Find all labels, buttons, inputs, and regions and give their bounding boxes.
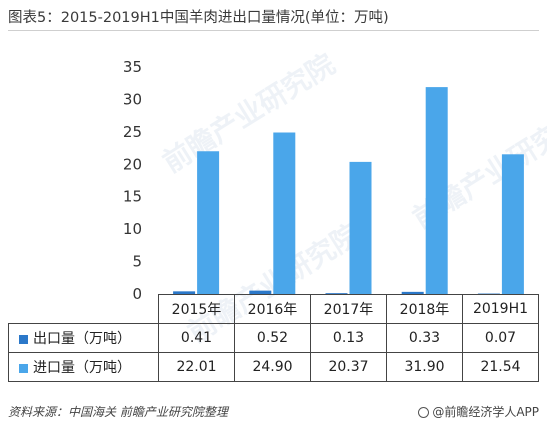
- category-cell: 2019H1: [462, 294, 539, 324]
- title-divider: [8, 30, 539, 31]
- bar-import: [349, 161, 372, 294]
- chart-title: 图表5：2015-2019H1中国羊肉进出口量情况(单位：万吨): [8, 10, 389, 26]
- app-logo-icon: [418, 407, 430, 418]
- table-header-row: 2015年 2016年 2017年 2018年 2019H1: [9, 294, 539, 324]
- bar-export: [401, 291, 424, 294]
- legend-swatch-import: [19, 363, 28, 373]
- category-cell: 2018年: [386, 294, 463, 324]
- legend-import: 进口量（万吨）: [8, 352, 159, 382]
- value-cell: 0.13: [310, 323, 387, 353]
- category-cell: 2016年: [234, 294, 311, 324]
- y-tick-label: 20: [123, 155, 142, 173]
- value-cell: 0.07: [462, 323, 539, 353]
- bar-chart: 0 5 10 15 20 25 30 35: [123, 58, 524, 300]
- value-cell: 22.01: [158, 352, 235, 382]
- value-cell: 24.90: [234, 352, 311, 382]
- value-cell: 0.41: [158, 323, 235, 353]
- y-tick-label: 0: [132, 285, 142, 300]
- category-cell: 2015年: [158, 294, 235, 324]
- bar-import: [501, 154, 524, 294]
- series-label: 出口量（万吨）: [33, 331, 131, 347]
- category-cell: 2017年: [310, 294, 387, 324]
- app-label: @前瞻经济学人APP: [432, 405, 539, 419]
- value-cell: 31.90: [386, 352, 463, 382]
- value-cell: 0.52: [234, 323, 311, 353]
- data-table: 2015年 2016年 2017年 2018年 2019H1 出口量（万吨） 0…: [8, 294, 539, 382]
- bar-import: [197, 151, 220, 294]
- y-tick-label: 25: [123, 123, 142, 141]
- app-credit: @前瞻经济学人APP: [418, 403, 539, 420]
- y-tick-label: 10: [123, 220, 142, 238]
- value-cell: 21.54: [462, 352, 539, 382]
- y-tick-label: 15: [123, 188, 142, 206]
- value-cell: 0.33: [386, 323, 463, 353]
- bar-export: [249, 290, 272, 294]
- table-row-export: 出口量（万吨） 0.41 0.52 0.13 0.33 0.07: [8, 323, 539, 353]
- table-row-import: 进口量（万吨） 22.01 24.90 20.37 31.90 21.54: [8, 352, 539, 382]
- value-cell: 20.37: [310, 352, 387, 382]
- legend-swatch-export: [19, 334, 28, 344]
- bar-export: [325, 293, 348, 294]
- source-note: 资料来源：中国海关 前瞻产业研究院整理: [8, 405, 228, 419]
- bar-import: [425, 87, 448, 294]
- bar-import: [273, 132, 296, 294]
- y-tick-label: 30: [123, 90, 142, 108]
- bar-export: [173, 291, 196, 294]
- series-label: 进口量（万吨）: [33, 360, 131, 376]
- y-tick-label: 35: [123, 58, 142, 76]
- y-tick-label: 5: [132, 253, 142, 271]
- legend-export: 出口量（万吨）: [8, 323, 159, 353]
- table-corner: [9, 295, 159, 324]
- bar-export: [477, 293, 500, 295]
